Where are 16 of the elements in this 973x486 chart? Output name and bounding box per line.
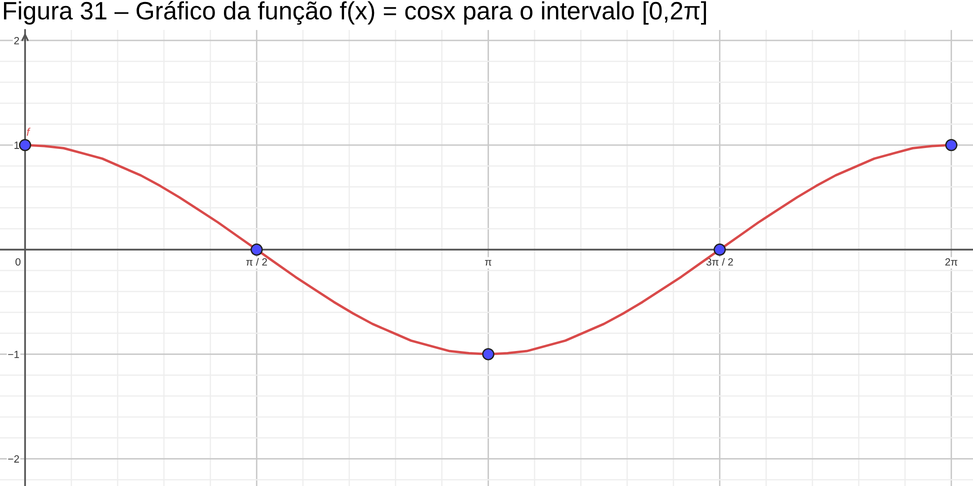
y-tick-label: −2 xyxy=(8,455,19,463)
chart-title: Figura 31 – Gráfico da função f(x) = cosx para o intervalo [0,2π] xyxy=(4,0,706,25)
x-tick-label: 2π xyxy=(945,258,958,266)
y-tick-label: 1 xyxy=(14,142,19,149)
x-tick-label: 0 xyxy=(16,258,20,266)
y-tick-label: −1 xyxy=(8,350,19,358)
point xyxy=(714,244,726,256)
y-tick-label: 2 xyxy=(14,36,19,44)
x-tick-label: 3π / 2 xyxy=(706,258,733,266)
point xyxy=(250,244,263,256)
x-tick-label: π xyxy=(485,260,492,266)
point xyxy=(18,138,32,152)
point xyxy=(482,348,494,360)
point xyxy=(945,138,958,152)
series-label: f xyxy=(26,128,30,136)
x-tick-label: π / 2 xyxy=(246,258,267,266)
